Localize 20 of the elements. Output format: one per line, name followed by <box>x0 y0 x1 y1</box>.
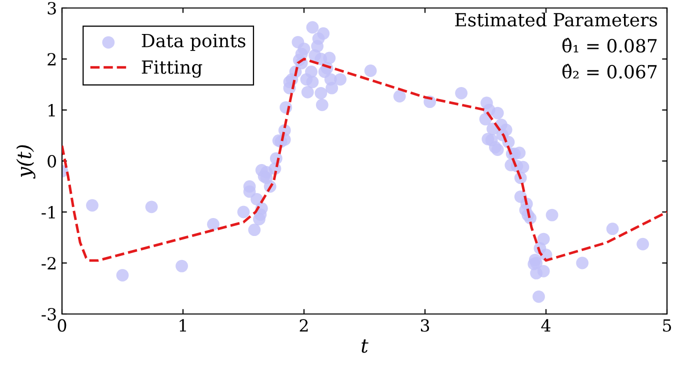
annotation: θ̂₂ = 0.067 <box>562 64 657 79</box>
legend-label: Data points <box>142 34 246 51</box>
y-tick-label: -2 <box>42 256 56 270</box>
y-tick-label: 3 <box>48 2 56 15</box>
y-tick-label: 2 <box>48 52 56 66</box>
x-tick-label: 0 <box>58 319 66 332</box>
x-tick-label: 4 <box>541 319 550 332</box>
y-tick-label: 0 <box>48 154 56 168</box>
legend-label: Fitting <box>142 60 202 78</box>
y-tick-label: 1 <box>48 104 55 116</box>
y-tick-label: -3 <box>42 308 56 321</box>
x-tick-label: 5 <box>663 319 672 332</box>
annotation: Estimated Parameters <box>455 12 657 27</box>
x-axis-title: t <box>362 339 368 353</box>
x-tick-label: 3 <box>420 319 430 332</box>
y-tick-label: -1 <box>42 206 55 218</box>
x-tick-label: 1 <box>180 319 186 332</box>
annotation: θ̂₁ = 0.087 <box>562 38 657 53</box>
x-tick-label: 2 <box>300 319 308 332</box>
y-axis-title: y(t) <box>16 145 36 179</box>
